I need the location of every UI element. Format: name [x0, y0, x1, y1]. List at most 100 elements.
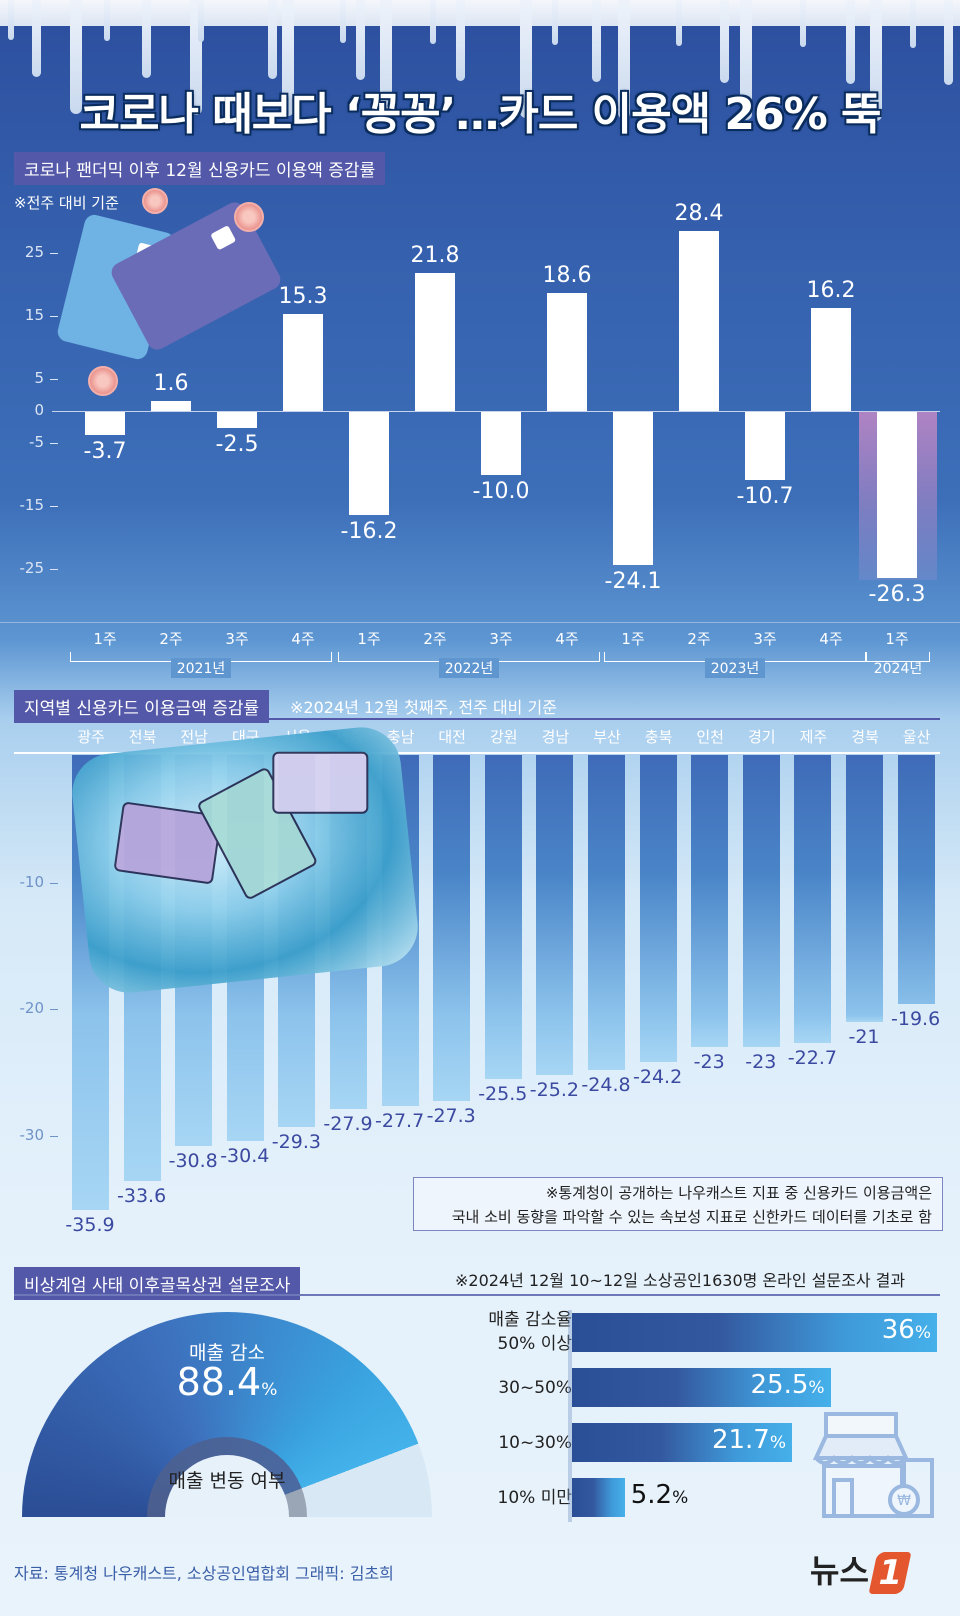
label-line1: 매출 감소율	[488, 1310, 572, 1330]
divider	[0, 622, 960, 623]
bar	[613, 412, 653, 565]
year-label: 2024년	[873, 661, 923, 677]
store-icon: ₩	[812, 1412, 934, 1518]
revenue-bar-label: 10~30%	[498, 1431, 572, 1455]
region-value-label: -30.8	[168, 1149, 218, 1172]
y-tick-label: -20	[19, 999, 45, 1017]
week-label: 3주	[489, 630, 513, 648]
section1-note: ※전주 대비 기준	[14, 194, 119, 212]
bar	[679, 231, 719, 411]
bar-value-label: -24.1	[604, 568, 662, 594]
icicle-icon	[142, 0, 151, 78]
bar	[745, 412, 785, 480]
region-bar	[897, 755, 935, 1004]
region-value-label: -35.9	[65, 1214, 115, 1237]
icicle-icon	[356, 0, 365, 80]
bar	[547, 293, 587, 411]
region-label: 광주	[77, 728, 105, 746]
coin-icon	[88, 366, 118, 396]
bar-axis	[568, 1310, 572, 1522]
revenue-bar	[572, 1478, 625, 1517]
bar	[811, 308, 851, 411]
section3-note: ※2024년 12월 10~12일 소상공인1630명 온라인 설문조사 결과	[455, 1271, 906, 1290]
icicle-icon	[456, 0, 465, 81]
bar	[415, 273, 455, 411]
y-tick-label: -30	[19, 1125, 45, 1144]
y-tick-label: -5	[29, 432, 44, 451]
value-unit: %	[914, 1323, 931, 1343]
y-tick-mark	[50, 1135, 58, 1137]
icicle-icon	[552, 0, 558, 45]
y-tick-label: -25	[19, 559, 45, 578]
y-tick-mark	[50, 379, 58, 381]
coin-icon	[142, 188, 168, 214]
region-label: 전남	[180, 728, 208, 746]
value-unit: %	[808, 1378, 825, 1398]
value-number: 36	[881, 1315, 915, 1345]
region-value-label: -25.2	[529, 1078, 579, 1101]
revenue-bar-value: 21.7%	[696, 1425, 786, 1455]
bar-value-label: 21.8	[410, 243, 460, 268]
icicle-icon	[380, 0, 392, 117]
section2-note: ※2024년 12월 첫째주, 전주 대비 기준	[290, 698, 557, 717]
bar-value-label: -26.3	[868, 582, 926, 608]
y-tick-label: 0	[34, 401, 44, 419]
revenue-bar-label: 매출 감소율 50% 이상	[488, 1308, 572, 1356]
main-title: 코로나 때보다 ‘꽁꽁’…카드 이용액 26% 뚝	[79, 89, 881, 140]
region-bar	[536, 755, 574, 1075]
value-number: 21.7	[711, 1425, 770, 1455]
region-label: 충북	[644, 728, 673, 746]
icicle-icon	[198, 0, 204, 42]
week-label: 1주	[357, 630, 381, 648]
icicle-icon	[910, 0, 916, 48]
gauge-title: 매출 감소	[189, 1342, 265, 1364]
footnote-box: ※통계청이 공개하는 나우캐스트 지표 중 신용카드 이용금액은 국내 소비 동…	[413, 1177, 943, 1231]
week-label: 3주	[225, 630, 249, 648]
section2-underline	[14, 718, 940, 720]
revenue-bar	[572, 1423, 792, 1462]
bar	[877, 412, 917, 579]
region-value-label: -25.5	[478, 1082, 528, 1105]
region-label: 울산	[902, 728, 931, 746]
y-tick-mark	[50, 505, 58, 507]
y-tick-label: 5	[34, 369, 44, 388]
region-label: 강원	[489, 728, 518, 746]
region-label: 경북	[851, 728, 879, 746]
y-tick-label: 15	[24, 306, 44, 325]
label-line1: 30~50%	[498, 1378, 572, 1398]
week-label: 2주	[687, 630, 711, 648]
region-axis-line	[14, 752, 940, 754]
year-label: 2021년	[171, 658, 231, 678]
year-bracket	[866, 652, 930, 662]
zero-line	[52, 411, 460, 412]
bar-value-label: -16.2	[340, 518, 398, 544]
logo-badge: 1	[868, 1552, 912, 1594]
bar-value-label: 15.3	[278, 284, 328, 310]
region-label: 부산	[593, 728, 621, 746]
region-label: 경남	[541, 728, 570, 746]
icicle-icon	[740, 0, 752, 120]
footnote-line2: 국내 소비 동향을 파악할 수 있는 속보성 지표로 신한카드 데이터를 기초로…	[451, 1208, 932, 1226]
section2-label: 지역별 신용카드 이용금액 증감률	[14, 690, 270, 723]
week-label: 4주	[819, 630, 843, 648]
region-bar	[794, 755, 832, 1044]
region-label: 제주	[799, 728, 828, 746]
region-value-label: -24.8	[581, 1073, 631, 1096]
value-unit: %	[769, 1433, 786, 1453]
ice-block-image	[68, 723, 422, 997]
bar	[217, 412, 257, 428]
region-label: 대전	[438, 728, 466, 746]
region-value-label: -33.6	[117, 1185, 167, 1208]
bar	[349, 412, 389, 515]
icicle-icon	[340, 0, 346, 43]
region-bar	[639, 755, 677, 1063]
value-unit: %	[672, 1488, 689, 1508]
source-credit: 자료: 통계청 나우캐스트, 소상공인엽합회 그래픽: 김초희	[14, 1564, 394, 1583]
region-label: 충남	[386, 728, 415, 746]
y-tick-label: -15	[19, 495, 45, 514]
icicle-icon	[520, 0, 532, 118]
icicle-icon	[282, 0, 294, 116]
icicle-icon	[618, 0, 630, 119]
icicle-icon	[944, 0, 953, 85]
bar	[283, 314, 323, 411]
